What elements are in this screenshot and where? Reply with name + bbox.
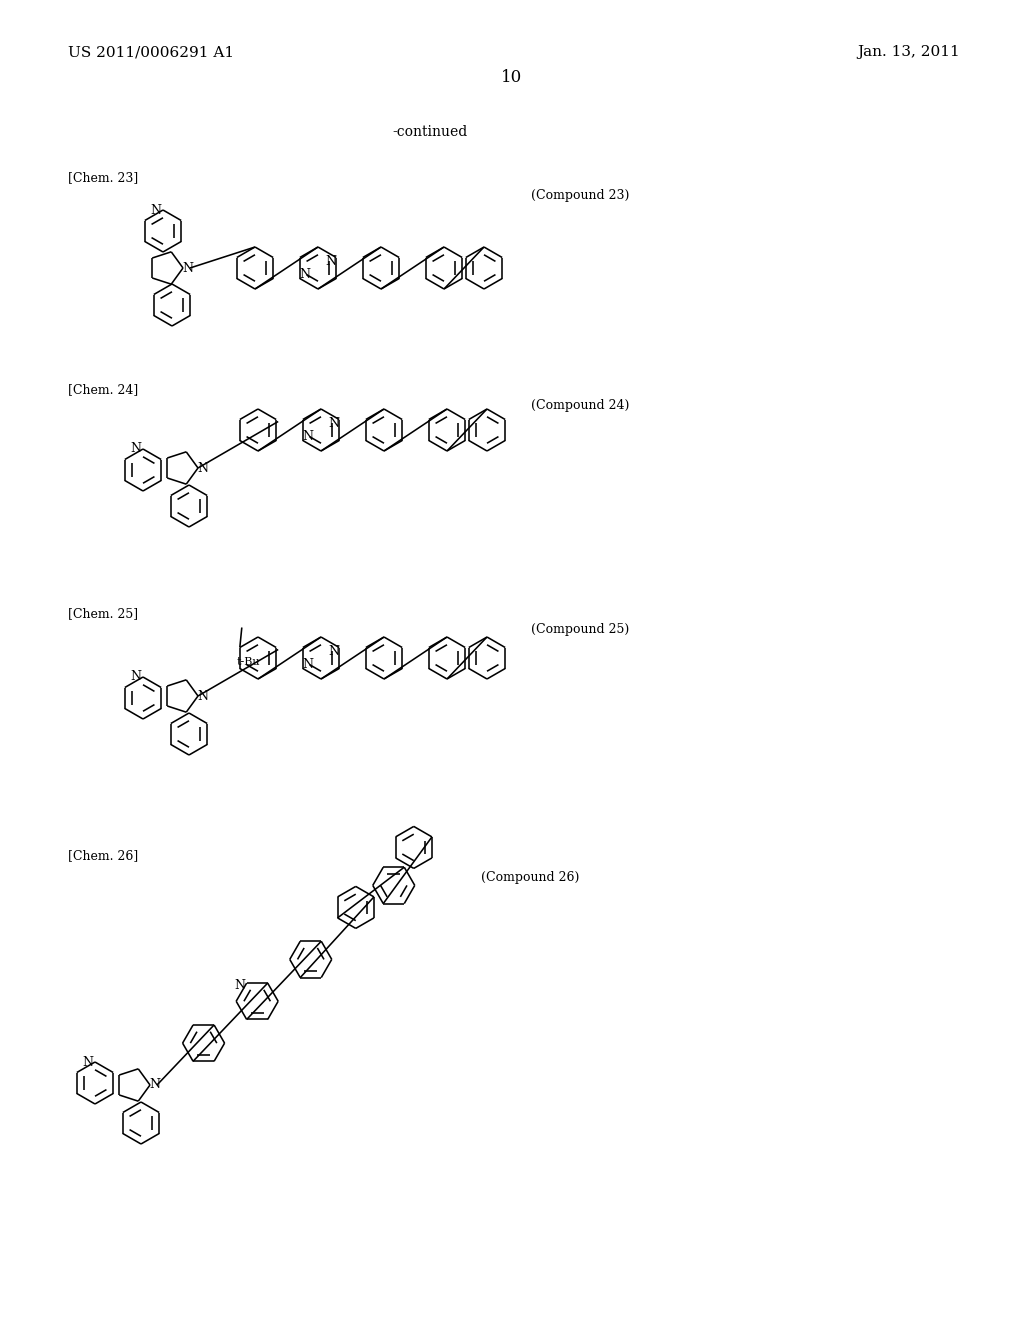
Text: N: N: [198, 689, 209, 702]
Text: (Compound 24): (Compound 24): [530, 399, 629, 412]
Text: (Compound 23): (Compound 23): [530, 189, 629, 202]
Text: N: N: [130, 442, 141, 455]
Text: (Compound 25): (Compound 25): [530, 623, 629, 636]
Text: [Chem. 24]: [Chem. 24]: [68, 384, 138, 396]
Text: N: N: [130, 671, 141, 684]
Text: US 2011/0006291 A1: US 2011/0006291 A1: [68, 45, 234, 59]
Text: N: N: [150, 1078, 161, 1092]
Text: N: N: [302, 430, 313, 444]
Text: N: N: [326, 255, 337, 268]
Text: -continued: -continued: [392, 125, 468, 139]
Text: N: N: [299, 268, 310, 281]
Text: N: N: [83, 1056, 93, 1068]
Text: [Chem. 23]: [Chem. 23]: [68, 172, 138, 185]
Text: (Compound 26): (Compound 26): [481, 871, 580, 884]
Text: Jan. 13, 2011: Jan. 13, 2011: [857, 45, 961, 59]
Text: N: N: [329, 417, 340, 430]
Text: [Chem. 26]: [Chem. 26]: [68, 850, 138, 862]
Text: N: N: [302, 657, 313, 671]
Text: N: N: [329, 645, 340, 657]
Text: N: N: [182, 261, 194, 275]
Text: N: N: [151, 203, 162, 216]
Text: [Chem. 25]: [Chem. 25]: [68, 607, 138, 620]
Text: N: N: [198, 462, 209, 474]
Text: N: N: [234, 978, 245, 991]
Text: t-Bu: t-Bu: [237, 657, 260, 667]
Text: 10: 10: [502, 70, 522, 87]
